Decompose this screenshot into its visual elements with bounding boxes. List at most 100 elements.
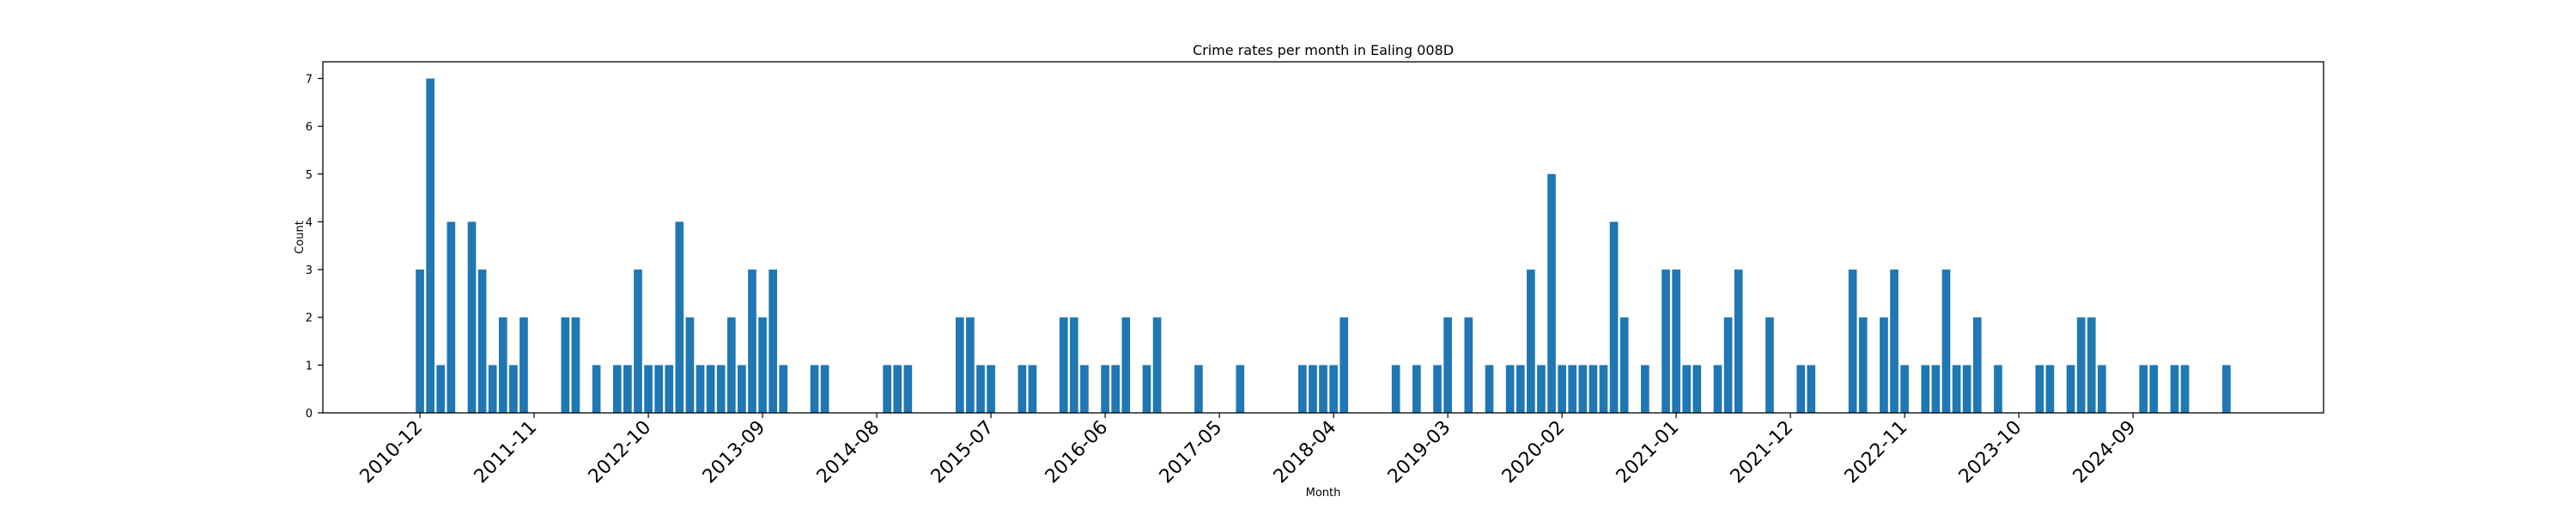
bar-2014-10 [893, 365, 902, 413]
bar-2018-04 [1329, 365, 1338, 413]
bar-2024-06 [2098, 365, 2106, 413]
bar-2020-06 [1599, 365, 1608, 413]
bar-2019-09 [1505, 365, 1515, 413]
bar-2022-02 [1807, 365, 1816, 413]
x-tick-label: 2016-06 [1042, 417, 1113, 488]
bar-2016-03 [1069, 317, 1078, 413]
bar-2015-04 [955, 317, 964, 413]
y-tick-label: 1 [306, 360, 313, 373]
bar-2014-11 [903, 365, 913, 413]
bar-2013-11 [779, 365, 788, 413]
bar-2018-03 [1319, 365, 1327, 413]
bar-2020-02 [1558, 365, 1566, 413]
bar-2024-04 [2076, 317, 2086, 413]
x-tick-label: 2013-09 [699, 417, 770, 488]
bar-2022-01 [1796, 365, 1806, 413]
bar-2019-11 [1526, 270, 1535, 413]
bar-2020-08 [1619, 317, 1629, 413]
bar-2020-01 [1547, 173, 1556, 413]
bar-2018-10 [1391, 365, 1400, 413]
bar-2019-10 [1516, 365, 1525, 413]
x-tick-label: 2012-10 [585, 417, 656, 488]
bar-2013-09 [758, 317, 767, 413]
bar-2013-01 [675, 221, 684, 413]
bar-2011-10 [519, 317, 528, 413]
bar-2023-12 [2035, 365, 2044, 413]
bar-2013-04 [706, 365, 715, 413]
y-tick-label: 7 [306, 73, 313, 86]
bar-2011-09 [509, 365, 518, 413]
bar-2023-03 [1941, 270, 1951, 413]
bar-2013-03 [696, 365, 705, 413]
y-tick-label: 6 [306, 121, 313, 134]
bar-2020-03 [1568, 365, 1577, 413]
bar-2023-02 [1931, 365, 1941, 413]
bar-2018-02 [1309, 365, 1317, 413]
bar-2012-08 [623, 365, 632, 413]
bar-2024-10 [2139, 365, 2148, 413]
bar-2012-10 [644, 365, 653, 413]
bar-2013-08 [748, 270, 756, 413]
bar-2022-10 [1890, 270, 1899, 413]
bar-2021-07 [1734, 270, 1743, 413]
bar-2023-05 [1962, 365, 1971, 413]
x-tick-label: 2015-07 [927, 417, 999, 488]
bar-2016-06 [1101, 365, 1109, 413]
bar-2018-01 [1297, 365, 1307, 413]
bar-2012-09 [634, 270, 642, 413]
bar-2019-03 [1443, 317, 1452, 413]
bar-2013-06 [726, 317, 736, 413]
bar-2022-11 [1900, 365, 1909, 413]
bar-2022-07 [1858, 317, 1868, 413]
bar-2015-05 [966, 317, 975, 413]
bar-2020-04 [1578, 365, 1588, 413]
bar-2016-11 [1152, 317, 1162, 413]
y-tick-label: 2 [306, 312, 313, 325]
bar-2011-01 [426, 78, 434, 413]
bar-2020-07 [1609, 221, 1619, 413]
x-tick-label: 2020-02 [1498, 417, 1570, 488]
bar-2017-03 [1194, 365, 1203, 413]
bar-2012-02 [561, 317, 570, 413]
bar-2021-03 [1692, 365, 1702, 413]
bar-2014-09 [883, 365, 892, 413]
bar-2015-10 [1018, 365, 1027, 413]
x-tick-label: 2014-08 [813, 417, 884, 488]
y-axis-ticks: 0 1 2 3 4 5 6 7 [306, 73, 323, 421]
bar-2021-02 [1682, 365, 1692, 413]
bar-2011-07 [488, 365, 497, 413]
x-tick-label: 2017-05 [1156, 417, 1227, 488]
bar-2020-10 [1640, 365, 1649, 413]
x-tick-label: 2011-11 [471, 417, 542, 488]
x-tick-label: 2021-12 [1727, 417, 1798, 488]
x-tick-label: 2023-10 [1955, 417, 2026, 488]
x-tick-label: 2018-04 [1270, 417, 1341, 488]
bar-2016-10 [1142, 365, 1151, 413]
bar-2012-07 [612, 365, 622, 413]
bar-2021-01 [1672, 270, 1680, 413]
bar-2012-05 [592, 365, 601, 413]
bar-2020-05 [1589, 365, 1598, 413]
bar-2012-12 [665, 365, 674, 413]
y-axis-label: Count [294, 221, 307, 254]
plot-frame [322, 61, 2324, 414]
y-tick-label: 4 [306, 216, 313, 229]
bar-2025-06 [2222, 365, 2231, 413]
bar-2022-06 [1848, 270, 1857, 413]
bar-2021-06 [1723, 317, 1733, 413]
x-tick-label: 2019-03 [1384, 417, 1455, 488]
bar-2011-06 [477, 270, 487, 413]
bar-2016-02 [1059, 317, 1068, 413]
bar-2019-05 [1464, 317, 1473, 413]
x-tick-label: 2022-11 [1841, 417, 1912, 488]
bar-2014-03 [820, 365, 829, 413]
bar-2016-08 [1121, 317, 1131, 413]
bar-2022-09 [1880, 317, 1888, 413]
y-tick-label: 0 [306, 408, 313, 421]
bar-2011-03 [447, 221, 456, 413]
bar-2013-07 [738, 365, 746, 413]
bar-2023-06 [1972, 317, 1982, 413]
bar-2011-05 [467, 221, 477, 413]
bar-2013-02 [685, 317, 695, 413]
